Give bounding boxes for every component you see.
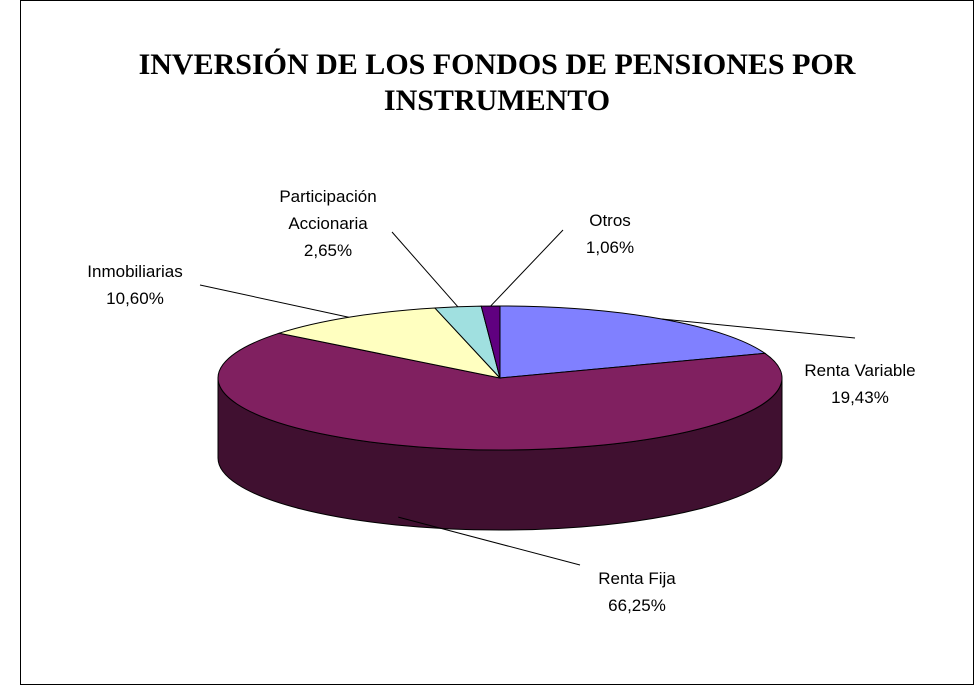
value-label: 1,06% — [585, 238, 635, 257]
data-label: Inmobiliarias 10,60% — [40, 258, 230, 312]
pie-slice — [480, 305, 501, 379]
leader-line — [391, 231, 459, 308]
pie-slice — [499, 305, 767, 379]
value-label: 2,65% — [303, 241, 353, 260]
pie-slice — [217, 332, 783, 451]
category-label: Inmobiliarias — [87, 262, 183, 281]
value-label: 10,60% — [106, 289, 164, 308]
leader-line — [661, 318, 856, 339]
value-label: 19,43% — [831, 388, 889, 407]
data-label: Participación Accionaria 2,65% — [253, 183, 403, 264]
chart-title: INVERSIÓN DE LOS FONDOS DE PENSIONES POR… — [138, 48, 856, 117]
data-label: Otros 1,06% — [515, 207, 705, 261]
data-label: Renta Variable 19,43% — [765, 357, 955, 411]
category-label: Renta Variable — [804, 361, 916, 380]
leader-line — [398, 516, 581, 566]
category-label: Participación Accionaria — [279, 187, 377, 233]
leader-line — [490, 229, 564, 307]
leader-line — [199, 284, 349, 318]
value-label: 66,25% — [608, 596, 666, 615]
category-label: Renta Fija — [598, 569, 676, 588]
data-label: Renta Fija 66,25% — [542, 565, 732, 619]
category-label: Otros — [589, 211, 631, 230]
pie-slice — [277, 307, 502, 379]
